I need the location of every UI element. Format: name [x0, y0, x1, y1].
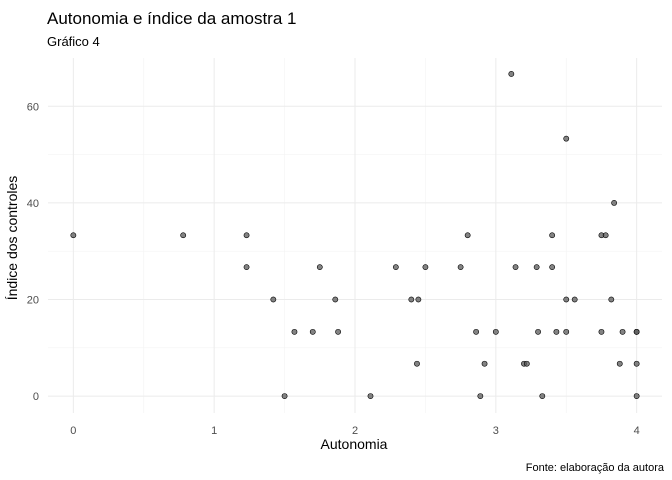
data-point — [512, 264, 519, 271]
data-point — [414, 360, 420, 367]
data-point — [549, 232, 556, 239]
gridlines — [48, 58, 662, 413]
data-point — [291, 328, 298, 335]
y-axis-title: Índice dos controles — [4, 176, 20, 301]
data-point — [563, 296, 570, 303]
data-point — [243, 232, 250, 239]
data-point — [508, 71, 515, 77]
y-tick-label: 40 — [27, 198, 39, 210]
y-tick-label: 20 — [27, 294, 39, 306]
data-point — [633, 360, 640, 367]
data-point — [309, 328, 316, 335]
x-axis-tick-labels: 0 1 2 3 4 — [70, 425, 639, 437]
data-point — [332, 296, 339, 303]
x-tick-label: 1 — [211, 425, 217, 437]
chart-title: Autonomia e índice da amostra 1 — [47, 9, 296, 28]
data-point — [611, 199, 618, 206]
data-point — [598, 328, 605, 335]
data-point — [408, 296, 415, 303]
data-point — [422, 264, 429, 271]
data-point — [563, 135, 570, 142]
y-tick-label: 60 — [27, 101, 39, 113]
x-tick-label: 2 — [352, 425, 358, 437]
y-tick-label: 0 — [33, 391, 39, 403]
chart-subtitle: Gráfico 4 — [47, 34, 100, 49]
data-point — [535, 328, 541, 335]
data-point — [70, 232, 77, 239]
data-point — [477, 393, 484, 399]
data-point — [335, 328, 342, 335]
data-point — [633, 393, 640, 399]
data-point — [481, 360, 488, 367]
y-axis-tick-labels: 0 20 40 60 — [27, 101, 39, 403]
x-tick-label: 4 — [634, 425, 640, 437]
data-point — [549, 264, 556, 271]
data-point — [316, 264, 323, 271]
data-point — [281, 393, 288, 399]
data-point — [619, 328, 626, 335]
data-point — [533, 264, 540, 271]
data-point — [367, 393, 374, 399]
data-point — [392, 264, 399, 271]
data-point — [180, 232, 187, 239]
data-point — [270, 296, 277, 303]
data-point — [539, 393, 546, 399]
data-point — [602, 232, 609, 239]
data-point — [415, 296, 422, 303]
data-point — [616, 360, 623, 367]
data-point — [608, 296, 615, 303]
data-points — [70, 71, 640, 399]
data-point — [523, 360, 530, 367]
data-point — [633, 328, 640, 335]
data-point — [563, 328, 570, 335]
data-point — [492, 328, 499, 335]
data-point — [571, 296, 578, 303]
data-point — [464, 232, 471, 239]
data-point — [457, 264, 464, 271]
x-tick-label: 3 — [493, 425, 499, 437]
chart-caption: Fonte: elaboração da autora — [526, 462, 665, 474]
data-point — [553, 328, 560, 335]
x-tick-label: 0 — [70, 425, 76, 437]
x-axis-title: Autonomia — [321, 436, 388, 452]
data-point — [243, 264, 250, 271]
data-point — [473, 328, 480, 335]
